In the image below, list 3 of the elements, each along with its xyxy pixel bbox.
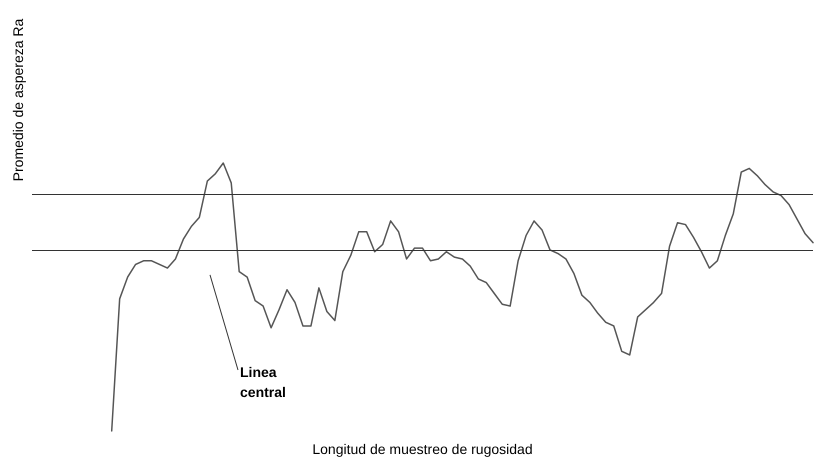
annotation: Linea central [240, 364, 286, 400]
y-axis-title: Promedio de aspereza Ra [10, 18, 26, 182]
x-axis-title: Longitud de muestreo de rugosidad [312, 441, 533, 457]
